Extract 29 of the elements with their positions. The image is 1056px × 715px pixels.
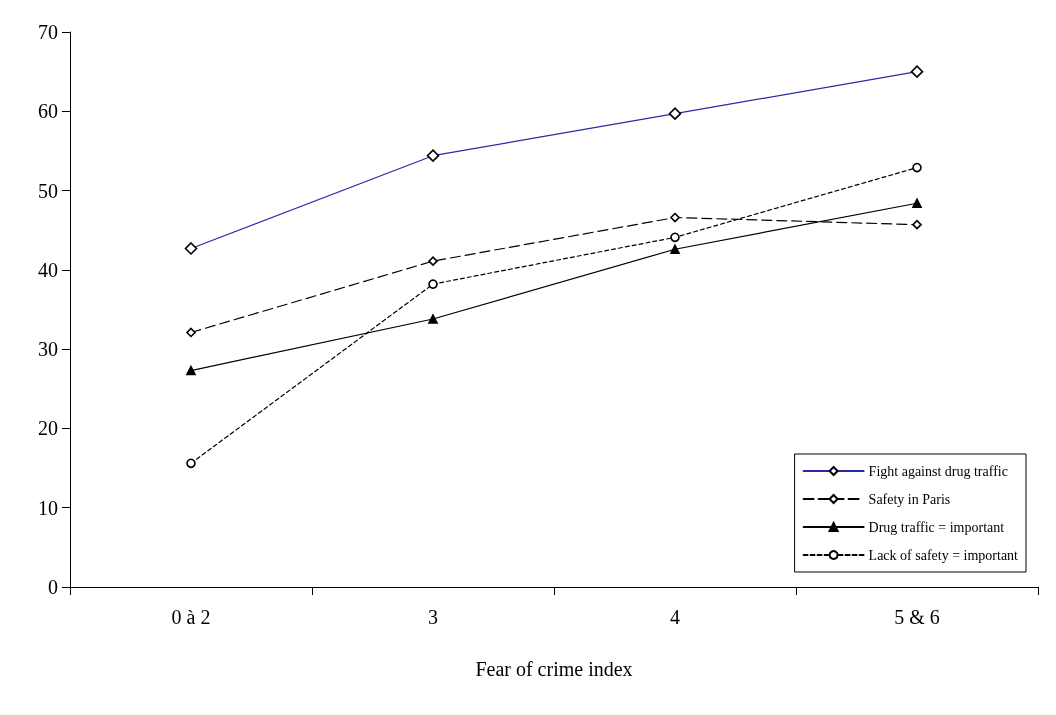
- y-tick-label: 0: [48, 576, 58, 598]
- x-tick-label: 5 & 6: [894, 606, 940, 628]
- point: [186, 458, 196, 469]
- legend-label: Fight against drug traffic: [868, 463, 1008, 479]
- x-tick-label: 3: [428, 606, 438, 628]
- legend-label: Lack of safety = important: [868, 547, 1019, 563]
- point: [186, 327, 196, 338]
- legend-label: Safety in Paris: [868, 491, 951, 507]
- point: [428, 279, 438, 289]
- x-axis-title: Fear of crime index: [475, 658, 633, 680]
- y-tick-label: 70: [38, 21, 58, 43]
- point: [186, 365, 196, 376]
- point: [912, 219, 922, 230]
- point: [912, 162, 922, 173]
- y-tick-label: 60: [38, 100, 58, 123]
- y-tick-label: 20: [38, 417, 58, 440]
- point: [670, 232, 680, 243]
- point: [912, 198, 922, 209]
- y-tick-label: 50: [38, 179, 58, 202]
- legend-label: Drug traffic = important: [868, 519, 1005, 535]
- y-tick-label: 10: [38, 496, 58, 519]
- x-tick-label: 0 à 2: [171, 606, 211, 628]
- point: [670, 244, 680, 255]
- point: [670, 212, 680, 223]
- y-tick-label: 30: [38, 338, 58, 361]
- point: [428, 256, 438, 266]
- y-tick-label: 40: [38, 258, 58, 281]
- point: [428, 314, 438, 324]
- x-tick-label: 4: [670, 606, 680, 628]
